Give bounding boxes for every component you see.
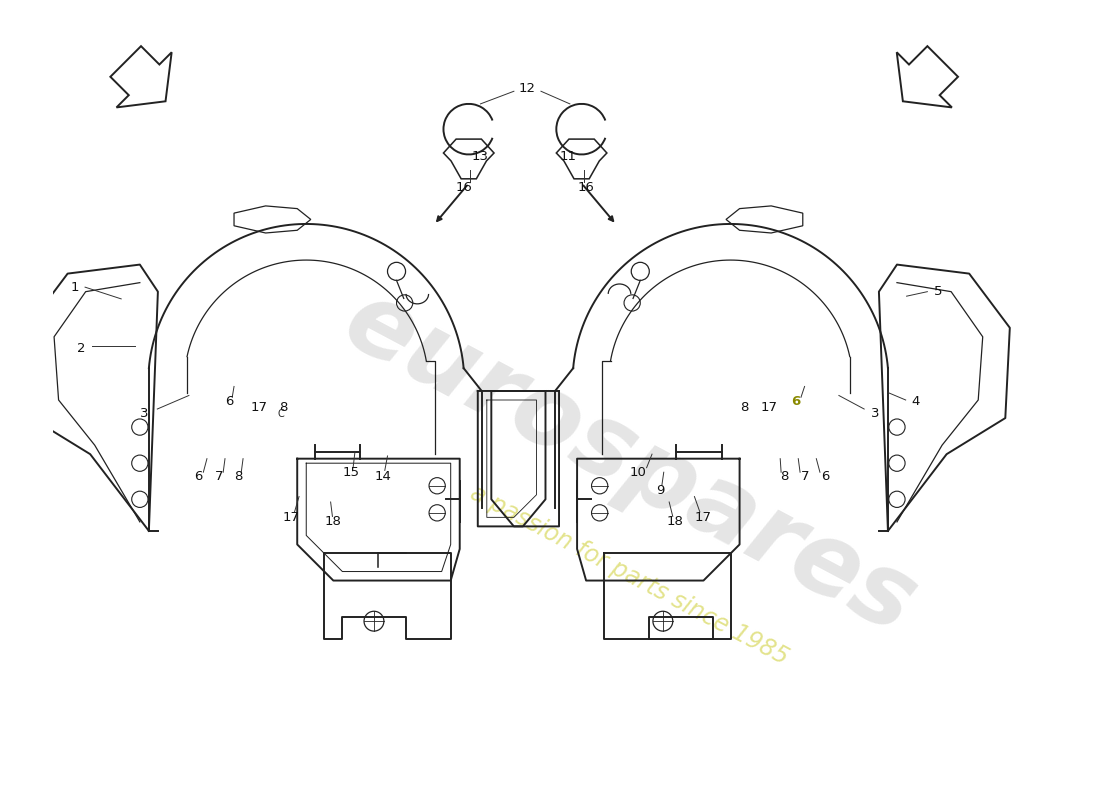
Text: 18: 18 bbox=[667, 515, 683, 528]
Text: 15: 15 bbox=[343, 466, 360, 478]
Text: 6: 6 bbox=[822, 470, 829, 483]
Text: 16: 16 bbox=[455, 182, 473, 194]
Text: eurospares: eurospares bbox=[328, 272, 932, 655]
Text: 7: 7 bbox=[801, 470, 810, 483]
Text: 4: 4 bbox=[911, 395, 920, 408]
Text: 8: 8 bbox=[740, 401, 748, 414]
Text: 11: 11 bbox=[560, 150, 576, 162]
Text: 8: 8 bbox=[781, 470, 789, 483]
Text: 16: 16 bbox=[578, 182, 594, 194]
Text: 5: 5 bbox=[934, 285, 943, 298]
Text: 14: 14 bbox=[374, 470, 392, 483]
Text: 6: 6 bbox=[194, 470, 202, 483]
Text: 7: 7 bbox=[214, 470, 223, 483]
Text: 3: 3 bbox=[871, 407, 879, 420]
Text: 17: 17 bbox=[283, 511, 299, 524]
Text: 8: 8 bbox=[234, 470, 243, 483]
Text: 8: 8 bbox=[279, 401, 288, 414]
Text: C: C bbox=[277, 409, 284, 418]
Text: 13: 13 bbox=[471, 150, 488, 162]
Text: 12: 12 bbox=[519, 82, 536, 95]
Text: 3: 3 bbox=[140, 407, 148, 420]
Text: 6: 6 bbox=[226, 395, 233, 408]
Text: 2: 2 bbox=[77, 342, 85, 355]
Text: 17: 17 bbox=[251, 401, 267, 414]
Text: 10: 10 bbox=[630, 466, 647, 478]
Text: 1: 1 bbox=[70, 281, 79, 294]
Text: 6: 6 bbox=[791, 395, 800, 408]
Text: 18: 18 bbox=[324, 515, 342, 528]
Text: 17: 17 bbox=[761, 401, 778, 414]
Text: 9: 9 bbox=[656, 484, 664, 497]
Text: 17: 17 bbox=[695, 511, 712, 524]
Text: a passion for parts since 1985: a passion for parts since 1985 bbox=[466, 481, 793, 669]
